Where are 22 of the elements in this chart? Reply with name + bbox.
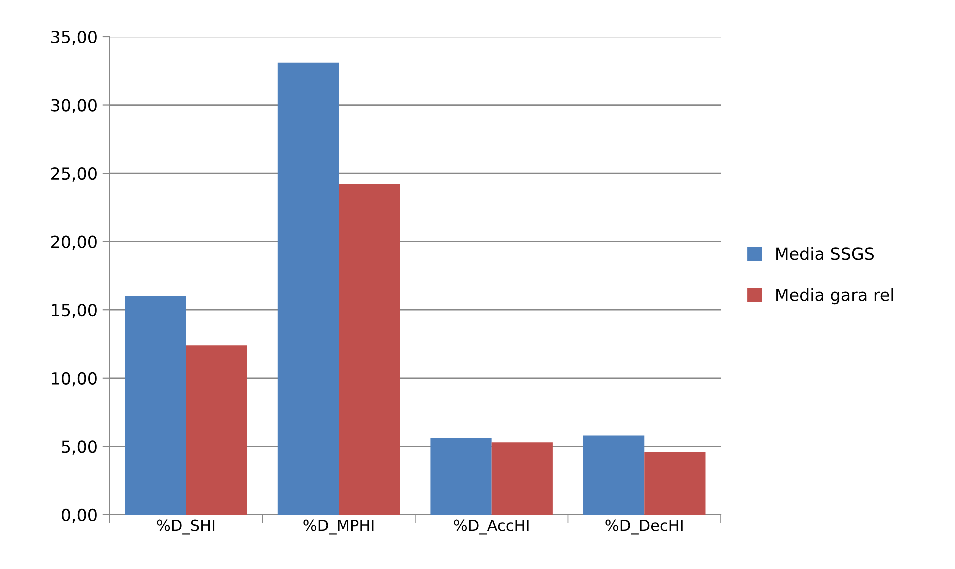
y-tick-label: 30,00 (52, 99, 97, 114)
legend-label: Media SSGS (776, 247, 874, 260)
bar (125, 296, 186, 515)
y-tick-label: 20,00 (52, 236, 97, 250)
bar (430, 438, 492, 515)
bar (492, 442, 553, 515)
x-tick-label: %D_AccHI (454, 520, 529, 535)
bar (339, 184, 400, 515)
x-tick-label: %D_SHI (157, 520, 215, 535)
x-tick-label: %D_DecHI (606, 520, 683, 535)
x-tick-label: %D_MPHI (304, 520, 374, 535)
y-tick-label: 10,00 (52, 372, 97, 387)
bar (278, 62, 340, 515)
legend-label: Media gara rel (776, 288, 894, 305)
bar (644, 452, 706, 515)
y-tick-label: 25,00 (52, 168, 97, 182)
y-tick-label: 15,00 (52, 304, 97, 318)
y-tick-label: 35,00 (52, 30, 97, 46)
bar (186, 346, 248, 515)
y-tick-label: 0,00 (62, 508, 97, 524)
bar (584, 436, 645, 515)
y-tick-label: 5,00 (62, 440, 97, 455)
